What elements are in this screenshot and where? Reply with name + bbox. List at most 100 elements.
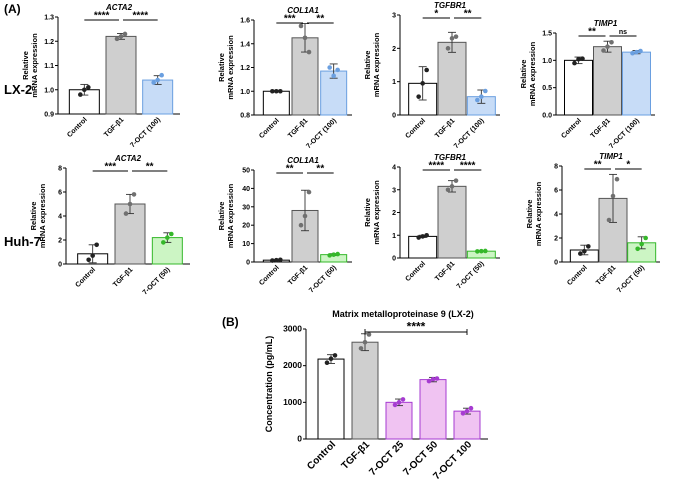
category-label-1: TGF-β1	[595, 264, 617, 286]
data-point	[366, 332, 372, 337]
y-tick-label: 0	[246, 260, 250, 267]
data-point	[483, 88, 488, 94]
data-point	[468, 405, 474, 411]
y-axis-label: Concentration (pg/mL)	[264, 336, 274, 433]
y-axis-label-line1: Relative	[217, 53, 226, 82]
y-tick-label: 1.5	[542, 31, 552, 38]
bar-2	[385, 401, 413, 440]
sig-label: **	[464, 9, 472, 20]
y-tick-label: 1.0	[44, 87, 54, 94]
data-point	[274, 257, 279, 263]
y-tick-label: 20	[242, 223, 250, 230]
data-point	[479, 248, 484, 254]
data-point	[445, 187, 451, 193]
data-point	[630, 50, 635, 56]
bar-0	[408, 235, 438, 259]
y-axis-label-line2: mRNA expression	[226, 35, 235, 100]
y-tick-label: 4	[58, 214, 62, 221]
y-tick-label: 1.2	[44, 39, 54, 46]
data-point	[424, 232, 429, 238]
sig-label: **	[594, 160, 602, 171]
category-label-0: Control	[75, 266, 98, 289]
y-axis-label-line1: Relative	[363, 51, 372, 80]
sig-label: **	[316, 14, 324, 25]
chart-lx2-col1a1: COL1A1 RelativemRNA expression 0.8 1.0 1.2 1.…	[217, 6, 352, 150]
y-tick-label: 0	[297, 434, 302, 444]
data-point	[582, 248, 587, 254]
chart-title: COL1A1	[287, 6, 319, 15]
bar-3	[419, 379, 447, 440]
y-axis-label-line1: Relative	[519, 60, 528, 89]
sig-label: ****	[94, 11, 110, 22]
y-tick-label: 6	[554, 188, 558, 195]
data-point	[78, 92, 83, 97]
y-tick-label: 3	[392, 13, 396, 20]
category-label-0: Control	[258, 264, 281, 287]
y-tick-label: 30	[242, 204, 250, 211]
bar-1	[437, 41, 467, 116]
y-axis-label: RelativemRNA expression	[217, 183, 235, 248]
data-point	[453, 178, 459, 183]
y-tick-label: 2	[554, 236, 558, 243]
category-label-2: 7-OCT (100)	[305, 117, 338, 150]
data-point	[327, 253, 332, 258]
y-axis-label-line2: mRNA expression	[372, 32, 381, 97]
data-point	[114, 36, 120, 42]
y-tick-label: 2	[392, 46, 396, 53]
y-axis-label: RelativemRNA expression	[519, 41, 537, 106]
y-axis-label-line1: Relative	[217, 202, 226, 231]
sig-label: ****	[407, 320, 426, 334]
data-point	[445, 46, 451, 51]
category-label-0: Control	[66, 116, 89, 139]
sig-label: *	[434, 9, 438, 20]
data-point	[635, 246, 640, 252]
chart-mmp9: Matrix metalloproteinase 9 (LX-2) Concent…	[264, 309, 488, 480]
data-point	[605, 44, 610, 49]
data-point	[643, 235, 648, 241]
data-point	[601, 48, 606, 53]
category-label-2: 7-OCT (100)	[129, 116, 162, 149]
y-axis-label: RelativemRNA expression	[21, 33, 39, 98]
data-point	[131, 192, 137, 197]
category-label-1: TGF-β1	[434, 117, 456, 139]
data-point	[449, 184, 455, 189]
data-point	[576, 56, 581, 62]
data-point	[118, 34, 124, 39]
data-point	[434, 376, 440, 381]
y-axis-label-line1: Relative	[525, 200, 534, 229]
data-point	[159, 72, 164, 78]
chart-huh7-acta2: ACTA2 RelativemRNA expression 0 2 4 6 8 Control…	[29, 154, 190, 296]
data-point	[483, 248, 488, 254]
data-point	[328, 356, 334, 362]
data-point	[306, 189, 312, 195]
bar-1	[105, 35, 137, 115]
y-tick-label: 1.3	[44, 15, 54, 22]
category-label-2: 7-OCT 25	[367, 439, 406, 478]
y-tick-label: 0.8	[240, 113, 250, 120]
chart-huh7-col1a1: COL1A1 RelativemRNA expression 0 10 20 30 40 50…	[217, 156, 352, 294]
y-tick-label: 0.9	[44, 112, 54, 119]
y-tick-label: 3	[392, 187, 396, 194]
data-point	[475, 97, 480, 103]
y-tick-label: 4	[392, 165, 396, 172]
data-point	[580, 56, 585, 61]
data-point	[324, 360, 330, 366]
chart-title: TGFBR1	[434, 153, 467, 162]
category-label-2: 7-OCT (100)	[608, 117, 641, 150]
sig-label: **	[316, 164, 324, 175]
y-axis-label-line1: Relative	[29, 202, 38, 231]
y-tick-label: 40	[242, 186, 250, 193]
bar-0	[564, 59, 593, 116]
chart-title: ACTA2	[105, 3, 133, 12]
chart-huh7-timp1: TIMP1 RelativemRNA expression 0 2 4 6 8 Control…	[525, 152, 660, 294]
category-label-0: Control	[305, 439, 338, 472]
category-label-0: Control	[405, 117, 428, 140]
data-point	[400, 397, 406, 402]
y-axis-label-line1: Relative	[363, 198, 372, 227]
data-point	[86, 85, 91, 90]
y-axis-label-text: Concentration (pg/mL)	[264, 336, 274, 433]
chart-title: ACTA2	[114, 154, 142, 163]
sig-label: **	[286, 164, 294, 175]
chart-lx2-tgfbr1: TGFBR1 RelativemRNA expression 0 1 2 3 Control…	[363, 1, 500, 150]
data-point	[609, 39, 614, 45]
